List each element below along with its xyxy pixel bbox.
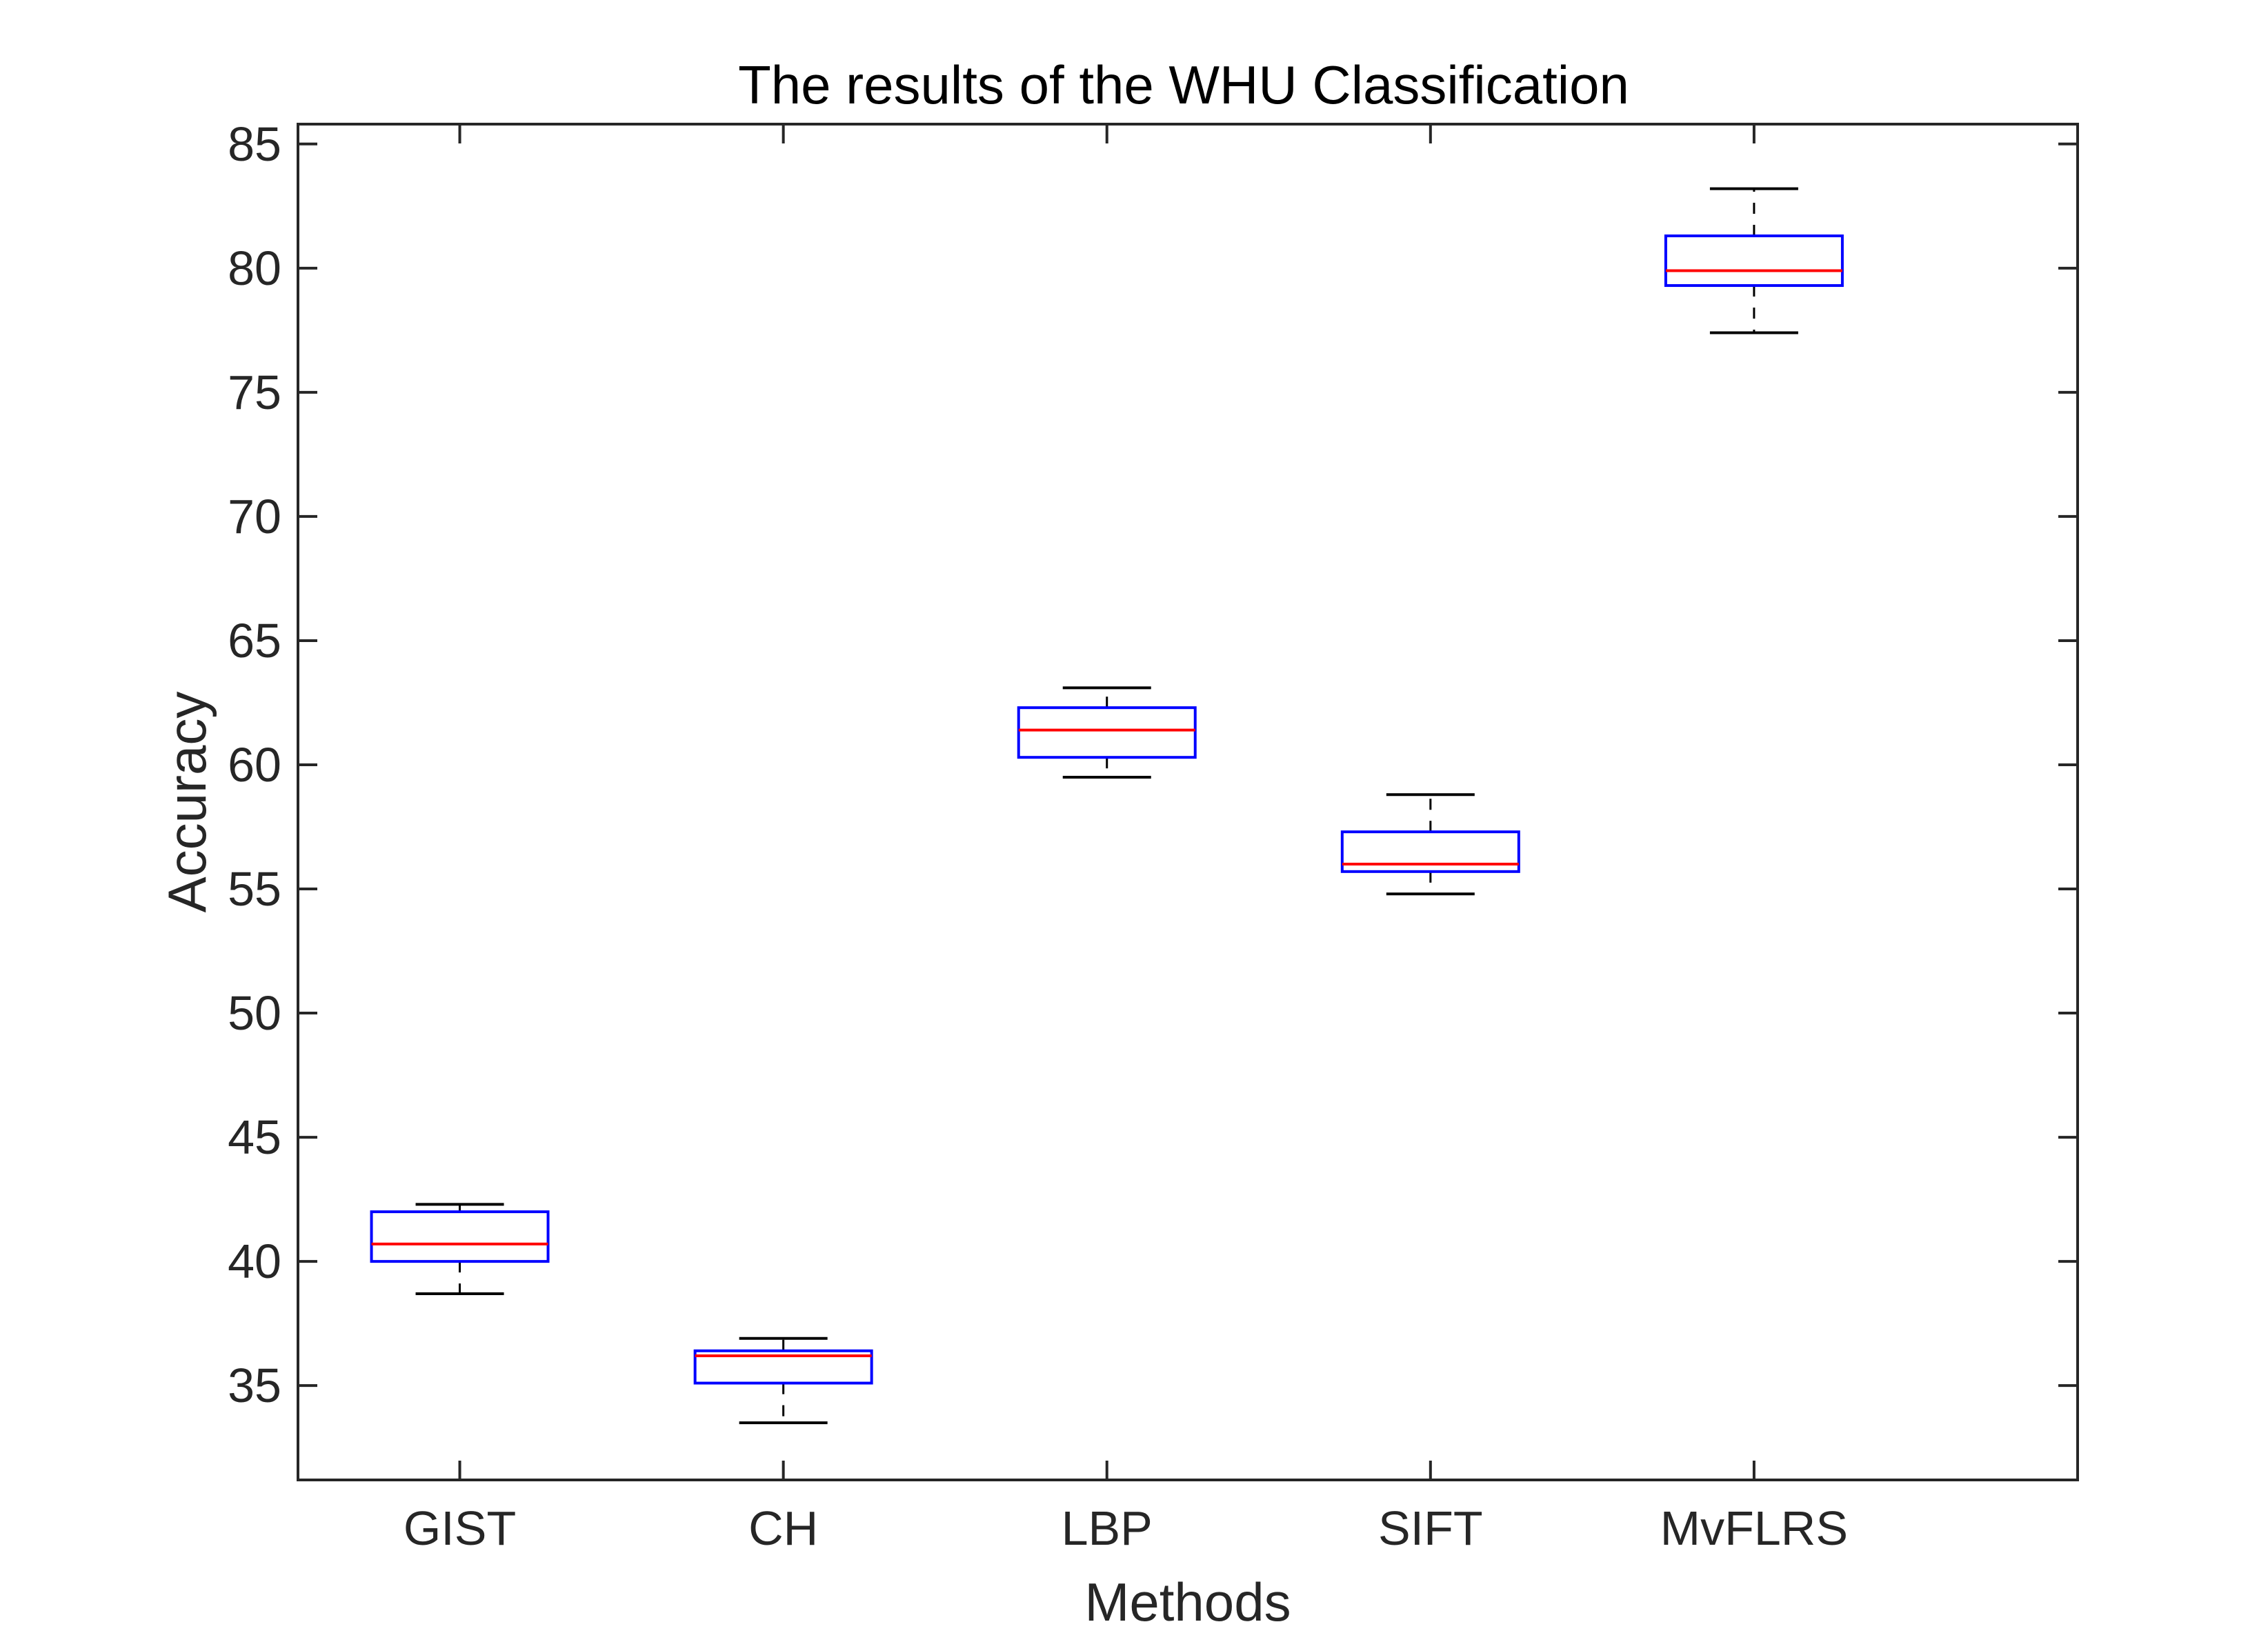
x-axis-label: Methods xyxy=(1084,1572,1291,1632)
iqr-box xyxy=(1017,706,1197,759)
box-lbp xyxy=(1017,686,1197,779)
iqr-box xyxy=(1664,234,1844,288)
iqr-box xyxy=(370,1210,550,1263)
y-tick-label: 80 xyxy=(228,241,281,295)
y-tick-label: 35 xyxy=(228,1359,281,1412)
box-ch xyxy=(693,1336,873,1425)
y-axis: 35 40 45 50 55 60 65 70 75 80 85 xyxy=(228,117,2078,1412)
y-tick-label: 85 xyxy=(228,117,281,171)
y-tick-label: 45 xyxy=(228,1110,281,1164)
y-tick-label: 65 xyxy=(228,614,281,668)
iqr-box xyxy=(1340,830,1520,873)
box-gist xyxy=(370,1203,550,1295)
x-tick-label-sift: SIFT xyxy=(1378,1501,1483,1555)
y-tick-label: 55 xyxy=(228,862,281,916)
box-sift xyxy=(1340,793,1520,896)
y-tick-label: 40 xyxy=(228,1234,281,1288)
iqr-box xyxy=(693,1349,873,1385)
plot-area-frame xyxy=(297,123,2079,1481)
y-tick-label: 50 xyxy=(228,986,281,1040)
boxes-layer xyxy=(370,187,1844,1425)
chart-title: The results of the WHU Classification xyxy=(738,54,1629,115)
x-axis: GIST CH LBP SIFT MvFLRS xyxy=(404,124,1848,1555)
y-tick-label: 60 xyxy=(228,738,281,792)
y-axis-label: Accuracy xyxy=(157,692,217,913)
y-tick-label: 70 xyxy=(228,490,281,543)
x-tick-label-ch: CH xyxy=(748,1501,818,1555)
y-tick-label: 75 xyxy=(228,366,281,419)
box-mvflrs xyxy=(1664,187,1844,334)
x-tick-label-gist: GIST xyxy=(404,1501,516,1555)
x-tick-label-mvflrs: MvFLRS xyxy=(1660,1501,1848,1555)
x-tick-label-lbp: LBP xyxy=(1062,1501,1153,1555)
